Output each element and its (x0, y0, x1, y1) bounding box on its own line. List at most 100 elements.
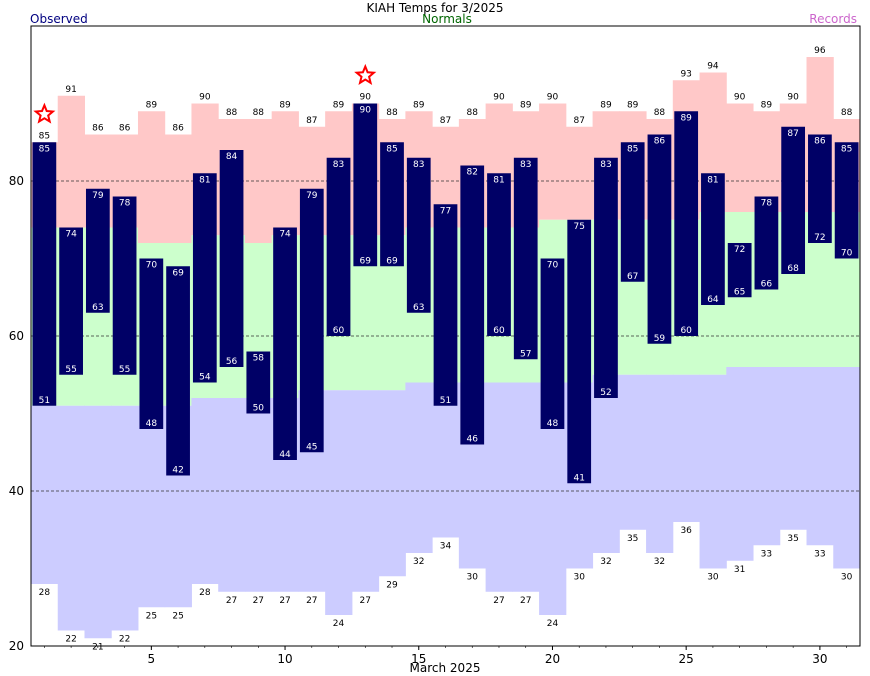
observed-low-label: 59 (654, 334, 666, 344)
record-low-label: 27 (226, 596, 237, 606)
observed-low-label: 48 (547, 419, 559, 429)
observed-high-label: 75 (573, 222, 584, 232)
record-low-band (405, 382, 433, 553)
record-low-band (218, 398, 246, 592)
record-high-band (271, 111, 299, 236)
record-low-band (485, 382, 513, 592)
observed-high-label: 81 (199, 175, 210, 185)
x-tick-label: 5 (148, 652, 156, 666)
observed-high-label: 79 (92, 191, 104, 201)
observed-bar (620, 142, 645, 282)
record-low-band (753, 367, 781, 546)
record-high-label: 89 (333, 100, 345, 110)
record-low-label: 30 (467, 573, 479, 583)
record-low-label: 31 (734, 565, 745, 575)
record-high-label: 87 (573, 116, 584, 126)
record-low-label: 24 (333, 619, 345, 629)
observed-bar (219, 150, 244, 367)
record-high-label: 90 (360, 93, 372, 103)
observed-bar (246, 351, 271, 414)
observed-bar (647, 134, 672, 344)
observed-low-label: 55 (119, 365, 130, 375)
observed-low-label: 72 (814, 233, 825, 243)
observed-bar (834, 142, 859, 259)
observed-high-label: 74 (65, 230, 77, 240)
observed-bar (112, 196, 137, 375)
observed-bar (406, 157, 431, 313)
record-high-label: 88 (226, 108, 238, 118)
observed-bar (808, 134, 832, 243)
observed-low-label: 70 (841, 249, 853, 259)
record-low-band (619, 374, 647, 530)
observed-low-label: 54 (199, 373, 211, 383)
record-low-band (432, 382, 460, 538)
observed-high-label: 87 (787, 129, 798, 139)
observed-high-label: 70 (547, 261, 559, 271)
record-low-label: 28 (199, 588, 211, 598)
record-low-label: 27 (493, 596, 504, 606)
observed-high-label: 85 (627, 144, 638, 154)
record-low-label: 27 (520, 596, 531, 606)
x-tick-label: 30 (812, 652, 827, 666)
record-high-label: 88 (841, 108, 853, 118)
observed-high-label: 83 (333, 160, 344, 170)
record-low-band (806, 367, 834, 546)
record-high-band (57, 95, 85, 228)
observed-low-label: 48 (146, 419, 158, 429)
observed-high-label: 83 (413, 160, 424, 170)
observed-low-label: 56 (226, 357, 238, 367)
record-low-band (111, 405, 139, 631)
x-tick-label: 20 (545, 652, 560, 666)
record-high-label: 88 (467, 108, 479, 118)
record-high-label: 87 (440, 116, 451, 126)
record-high-label: 88 (253, 108, 265, 118)
record-low-label: 30 (573, 573, 585, 583)
observed-low-label: 69 (386, 256, 398, 266)
observed-high-label: 84 (226, 152, 238, 162)
chart-title: KIAH Temps for 3/2025 (366, 1, 503, 15)
observed-low-label: 67 (627, 272, 638, 282)
record-high-label: 86 (92, 124, 104, 134)
observed-low-label: 68 (787, 264, 799, 274)
record-star-icon (354, 63, 377, 85)
record-low-label: 27 (306, 596, 317, 606)
record-low-band (646, 374, 674, 553)
y-tick-label: 40 (9, 484, 24, 498)
observed-bar (380, 142, 404, 267)
record-low-label: 22 (65, 635, 76, 645)
record-high-label: 90 (493, 93, 505, 103)
record-high-label: 88 (386, 108, 398, 118)
observed-high-label: 82 (467, 168, 478, 178)
observed-bar (754, 196, 779, 290)
record-high-label: 88 (654, 108, 666, 118)
record-high-band (753, 111, 781, 212)
record-high-label: 85 (39, 131, 50, 141)
record-low-band (57, 405, 85, 631)
record-low-label: 25 (172, 611, 183, 621)
observed-low-label: 52 (600, 388, 611, 398)
observed-high-label: 74 (279, 230, 291, 240)
record-low-band (833, 367, 861, 569)
y-tick-label: 20 (9, 639, 24, 653)
observed-bar (85, 188, 110, 313)
observed-high-label: 83 (600, 160, 611, 170)
record-low-label: 24 (547, 619, 559, 629)
observed-high-label: 90 (360, 106, 372, 116)
record-low-label: 32 (600, 557, 611, 567)
record-low-band (672, 374, 701, 522)
observed-low-label: 60 (333, 326, 345, 336)
observed-low-label: 60 (680, 326, 692, 336)
observed-low-label: 60 (493, 326, 505, 336)
observed-bars (32, 103, 859, 484)
record-star-icon (33, 102, 56, 124)
observed-high-label: 78 (119, 199, 131, 209)
record-low-band (779, 367, 808, 530)
record-low-label: 33 (814, 549, 825, 559)
record-low-band (726, 367, 754, 561)
value-labels: 8551852874559122796386217855862270488925… (39, 46, 853, 652)
x-tick-label: 25 (679, 652, 694, 666)
record-high-label: 86 (172, 124, 184, 134)
observed-low-label: 42 (172, 466, 183, 476)
record-low-label: 36 (680, 526, 692, 536)
